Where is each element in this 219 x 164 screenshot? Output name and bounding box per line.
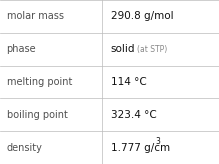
- Text: density: density: [7, 143, 42, 153]
- Text: 290.8 g/mol: 290.8 g/mol: [111, 11, 173, 21]
- Text: phase: phase: [7, 44, 36, 54]
- Text: 1.777 g/cm: 1.777 g/cm: [111, 143, 170, 153]
- Text: boiling point: boiling point: [7, 110, 67, 120]
- Text: (at STP): (at STP): [138, 45, 168, 54]
- Text: 323.4 °C: 323.4 °C: [111, 110, 156, 120]
- Text: melting point: melting point: [7, 77, 72, 87]
- Text: solid: solid: [111, 44, 135, 54]
- Text: 114 °C: 114 °C: [111, 77, 146, 87]
- Text: 3: 3: [155, 137, 160, 146]
- Text: molar mass: molar mass: [7, 11, 64, 21]
